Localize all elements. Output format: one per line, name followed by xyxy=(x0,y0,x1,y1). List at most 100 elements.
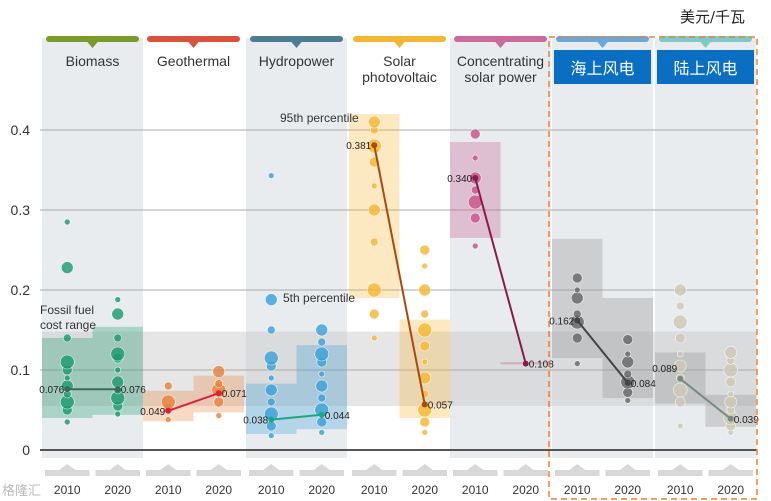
category-pointer xyxy=(290,41,303,48)
category-label: 海上风电 xyxy=(570,60,634,78)
category-bar xyxy=(353,36,446,42)
data-point xyxy=(573,286,581,294)
data-point xyxy=(317,393,327,403)
year-marker xyxy=(45,464,90,476)
data-point xyxy=(675,301,685,311)
median-label: 0.044 xyxy=(325,411,350,422)
data-point xyxy=(114,296,122,303)
data-point xyxy=(727,390,735,398)
x-tick-label: 2010 xyxy=(361,483,388,497)
data-point xyxy=(264,383,278,397)
category-pointer xyxy=(494,41,507,48)
median-label: 0.057 xyxy=(428,400,453,411)
data-point xyxy=(370,334,378,342)
x-tick-label: 2010 xyxy=(462,483,489,497)
data-point xyxy=(367,115,381,129)
data-point xyxy=(676,422,684,430)
year-marker xyxy=(658,464,703,476)
data-point xyxy=(471,154,479,162)
category-header xyxy=(554,50,651,84)
data-point xyxy=(421,429,429,436)
median-point xyxy=(677,375,684,382)
data-point xyxy=(622,334,634,345)
y-tick-label: 0 xyxy=(22,442,30,458)
data-point xyxy=(370,182,378,190)
median-label: 0.039 xyxy=(734,415,759,426)
data-point xyxy=(263,350,279,366)
median-point xyxy=(727,415,734,422)
data-point xyxy=(673,359,687,373)
data-point xyxy=(266,397,276,407)
median-point xyxy=(215,390,222,397)
y-tick-label: 0.2 xyxy=(11,282,31,298)
median-label: 0.162 xyxy=(549,316,574,327)
unit-label: 美元/千瓦 xyxy=(679,8,745,26)
category-pointer xyxy=(187,41,200,48)
year-marker xyxy=(555,464,600,476)
data-point xyxy=(420,309,430,319)
data-point xyxy=(369,237,379,247)
median-label: 0.049 xyxy=(140,407,165,418)
data-point xyxy=(419,340,431,352)
data-point xyxy=(368,308,380,320)
y-tick-label: 0.1 xyxy=(11,362,31,378)
data-point xyxy=(672,314,688,330)
year-marker xyxy=(249,464,294,476)
data-point xyxy=(212,365,226,378)
median-label: 0.071 xyxy=(222,389,247,400)
median-point xyxy=(574,317,581,324)
data-point xyxy=(419,416,431,428)
data-point xyxy=(572,309,582,319)
data-point xyxy=(725,376,737,388)
median-label: 0.038 xyxy=(243,416,268,427)
p95-annotation: 95th percentile xyxy=(280,111,359,125)
median-point xyxy=(421,401,428,408)
data-point xyxy=(314,346,330,362)
median-point xyxy=(472,175,479,181)
category-bar xyxy=(46,36,139,42)
median-line xyxy=(474,177,527,364)
category-pointer xyxy=(699,41,712,48)
data-point xyxy=(723,362,739,378)
category-bar xyxy=(454,36,547,42)
category-bar xyxy=(147,36,240,42)
data-point xyxy=(674,332,686,344)
category-label: photovoltaic xyxy=(362,69,437,85)
data-point xyxy=(624,350,632,358)
column-bg xyxy=(655,38,756,458)
y-tick-label: 0.4 xyxy=(11,122,31,138)
median-line xyxy=(576,319,629,384)
year-marker xyxy=(299,464,344,476)
watermark: 格隆汇 xyxy=(2,483,42,498)
x-tick-label: 2020 xyxy=(717,483,744,497)
fossil-label: cost range xyxy=(40,318,96,332)
data-point xyxy=(317,337,327,347)
median-label: 0.381 xyxy=(346,141,371,152)
data-point xyxy=(266,325,276,335)
category-label: Hydropower xyxy=(259,53,335,69)
median-label: 0.108 xyxy=(529,360,554,371)
x-tick-label: 2010 xyxy=(54,483,81,497)
column-bg xyxy=(42,38,143,458)
median-line xyxy=(167,392,220,412)
year-marker xyxy=(95,464,140,476)
data-point xyxy=(214,379,224,388)
category-bar xyxy=(250,36,343,42)
x-tick-label: 2020 xyxy=(512,483,539,497)
year-marker xyxy=(196,464,241,476)
median-line xyxy=(679,378,732,420)
column-bg xyxy=(450,38,551,458)
median-point xyxy=(268,416,275,423)
median-label: 0.076 xyxy=(39,385,64,396)
data-point xyxy=(624,397,632,404)
data-point xyxy=(59,354,75,370)
year-marker xyxy=(453,464,498,476)
data-point xyxy=(419,244,431,256)
data-point xyxy=(724,346,738,359)
highlight-box xyxy=(548,36,758,500)
data-point xyxy=(113,333,123,343)
column-bg xyxy=(552,38,653,458)
x-tick-label: 2010 xyxy=(667,483,694,497)
median-label: 0.340 xyxy=(447,174,472,185)
